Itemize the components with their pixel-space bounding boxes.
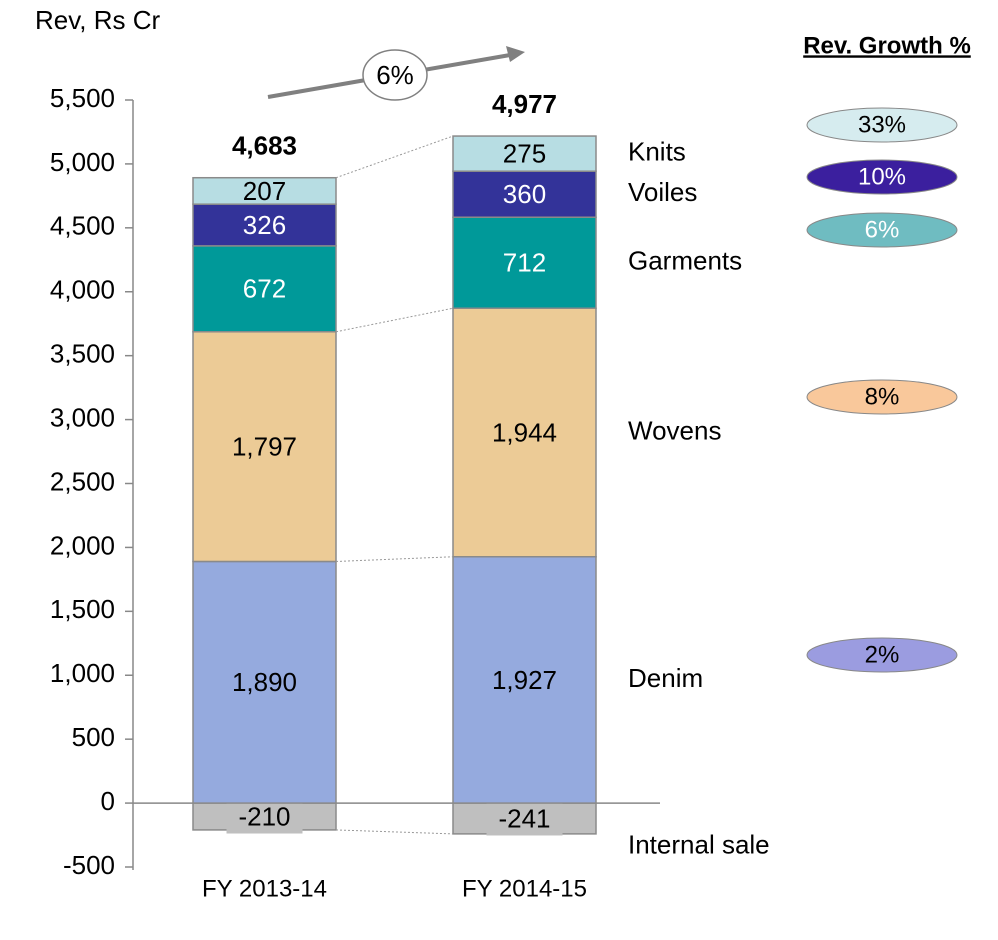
growth-label: 8%	[865, 383, 900, 410]
series-label: Denim	[628, 663, 703, 693]
bar-segment	[192, 203, 337, 247]
bar-segment	[192, 331, 337, 563]
bar-segment	[452, 135, 597, 172]
overall-growth: 6%	[376, 60, 414, 90]
bar-segment	[452, 170, 597, 218]
label-box	[226, 799, 303, 834]
bar-segment	[452, 307, 597, 558]
growth-ellipse	[806, 379, 958, 415]
growth-title: Rev. Growth %	[803, 32, 971, 59]
y-tick-label: 500	[72, 722, 115, 752]
value-label: -210	[238, 801, 290, 831]
series-label: Garments	[628, 246, 742, 276]
bar-segment	[452, 216, 597, 309]
growth-bubble	[362, 49, 428, 101]
value-label: 275	[503, 139, 546, 169]
bar-segment	[192, 176, 337, 205]
series-label: Wovens	[628, 415, 721, 445]
growth-arrowhead	[506, 46, 525, 62]
value-label: 207	[243, 176, 286, 206]
y-tick-label: -500	[63, 850, 115, 880]
growth-label: 10%	[858, 163, 906, 190]
total-label: 4,683	[232, 131, 297, 161]
growth-label: 33%	[858, 111, 906, 138]
bar-segment	[452, 555, 597, 804]
y-tick-label: 1,000	[50, 658, 115, 688]
y-tick-label: 5,000	[50, 147, 115, 177]
connector	[335, 556, 454, 562]
connector	[335, 829, 454, 835]
y-tick-label: 1,500	[50, 594, 115, 624]
growth-label: 6%	[865, 216, 900, 243]
series-label: Voiles	[628, 177, 697, 207]
growth-ellipse	[806, 107, 958, 143]
total-label: 4,977	[492, 89, 557, 119]
series-label: Internal sale	[628, 829, 770, 859]
y-tick-label: 3,000	[50, 402, 115, 432]
y-tick-label: 2,000	[50, 530, 115, 560]
growth-label: 2%	[865, 641, 900, 668]
growth-ellipse	[806, 212, 958, 248]
y-tick-label: 0	[101, 786, 115, 816]
value-label: 1,797	[232, 431, 297, 461]
x-tick-label: FY 2014-15	[462, 875, 587, 902]
value-label: 1,927	[492, 665, 557, 695]
value-label: 712	[503, 248, 546, 278]
label-box	[486, 801, 563, 836]
y-tick-label: 4,500	[50, 211, 115, 241]
connector	[335, 135, 454, 179]
value-label: 672	[243, 274, 286, 304]
value-label: 1,944	[492, 417, 557, 447]
value-label: 360	[503, 179, 546, 209]
connector	[335, 307, 454, 333]
y-tick-label: 4,000	[50, 275, 115, 305]
value-label: 326	[243, 210, 286, 240]
bar-segment	[192, 560, 337, 804]
y-axis-label: Rev, Rs Cr	[35, 5, 161, 35]
y-tick-label: 2,500	[50, 466, 115, 496]
value-label: 1,890	[232, 667, 297, 697]
series-label: Knits	[628, 137, 686, 167]
y-tick-label: 5,500	[50, 83, 115, 113]
y-tick-label: 3,500	[50, 339, 115, 369]
growth-ellipse	[806, 637, 958, 673]
growth-ellipse	[806, 159, 958, 195]
x-tick-label: FY 2013-14	[202, 875, 327, 902]
value-label: -241	[498, 803, 550, 833]
